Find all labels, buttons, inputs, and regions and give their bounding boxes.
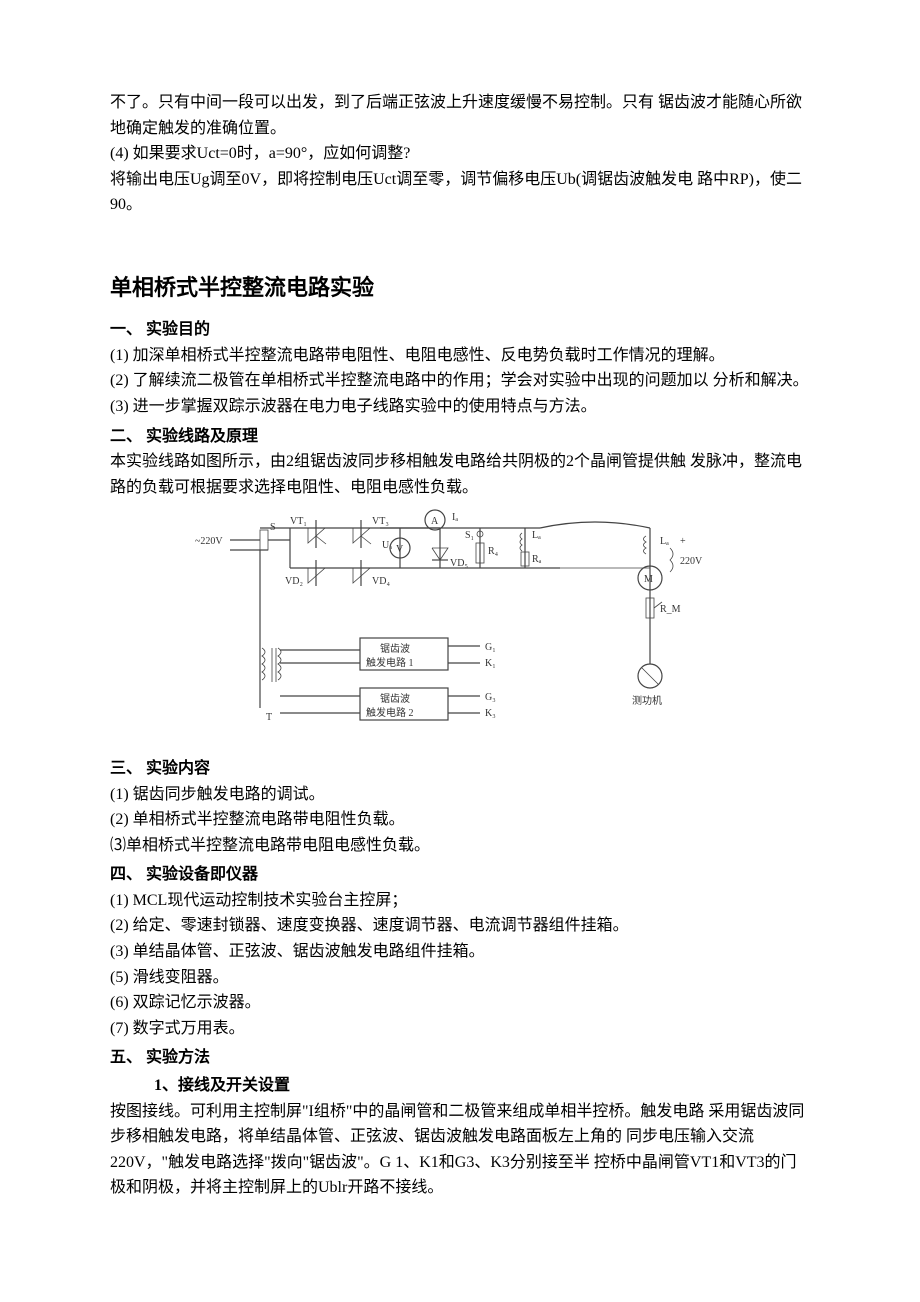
content-item-3: ⑶单相桥式半控整流电路带电阻电感性负载。 (110, 833, 810, 859)
label-G1: G₁ (485, 642, 496, 653)
label-T: T (266, 712, 272, 723)
circuit-diagram: ~220V S VT₁ VT₃ A Iₐ VD₂ VD₄ V (110, 508, 810, 752)
purpose-item-2: (2) 了解续流二极管在单相桥式半控整流电路中的作用；学会对实验中出现的问题加以… (110, 368, 810, 394)
content-item-2: (2) 单相桥式半控整流电路带电阻性负载。 (110, 807, 810, 833)
purpose-item-3: (3) 进一步掌握双踪示波器在电力电子线路实验中的使用特点与方法。 (110, 394, 810, 420)
label-voltmeter: V (396, 544, 404, 555)
circuit-svg: ~220V S VT₁ VT₃ A Iₐ VD₂ VD₄ V (180, 508, 740, 743)
content-item-1: (1) 锯齿同步触发电路的调试。 (110, 782, 810, 808)
label-vd5: VD₅ (450, 558, 468, 569)
section-principle-heading: 二、 实验线路及原理 (110, 424, 810, 450)
label-switch: S (270, 522, 276, 533)
label-K1: K₁ (485, 658, 496, 669)
label-vt1: VT₁ (290, 516, 307, 527)
label-Ud: Uₐ (382, 540, 392, 551)
label-ammeter: A (431, 516, 439, 527)
equip-item-7: (7) 数字式万用表。 (110, 1016, 810, 1042)
document-title: 单相桥式半控整流电路实验 (110, 270, 810, 305)
principle-body: 本实验线路如图所示，由2组锯齿波同步移相触发电路给共阴极的2个晶闸管提供触 发脉… (110, 449, 810, 500)
section-equip-heading: 四、 实验设备即仪器 (110, 862, 810, 888)
label-plus: + (680, 536, 686, 547)
label-trig2b: 触发电路 2 (366, 706, 414, 719)
label-G3: G₃ (485, 692, 496, 703)
section-purpose-heading: 一、 实验目的 (110, 317, 810, 343)
label-S1: S₁ (465, 530, 474, 541)
label-Ld2: Lₐ (660, 536, 669, 547)
equip-item-2: (2) 给定、零速封锁器、速度变换器、速度调节器、电流调节器组件挂箱。 (110, 913, 810, 939)
label-Rd: Rₐ (532, 554, 542, 565)
label-K3: K₃ (485, 708, 496, 719)
label-trig1a: 锯齿波 (380, 642, 410, 655)
equip-item-3: (3) 单结晶体管、正弦波、锯齿波触发电路组件挂箱。 (110, 939, 810, 965)
label-Id: Iₐ (452, 512, 458, 523)
label-RM: R_M (660, 604, 681, 615)
label-R4: R₄ (488, 546, 499, 557)
label-vd4: VD₄ (372, 576, 390, 587)
equip-item-1: (1) MCL现代运动控制技术实验台主控屏； (110, 888, 810, 914)
method-sub1-body: 按图接线。可利用主控制屏"I组桥"中的晶闸管和二极管来组成单相半控桥。触发电路 … (110, 1099, 810, 1201)
label-ac220: ~220V (195, 536, 223, 547)
section-content-heading: 三、 实验内容 (110, 756, 810, 782)
label-motor: M (644, 574, 653, 585)
label-vt3: VT₃ (372, 516, 389, 527)
label-v220: 220V (680, 556, 703, 567)
equip-item-6: (6) 双踪记忆示波器。 (110, 990, 810, 1016)
label-Ld: Lₐ (532, 530, 541, 541)
answer-4: 将输出电压Ug调至0V，即将控制电压Uct调至零，调节偏移电压Ub(调锯齿波触发… (110, 167, 810, 218)
purpose-item-1: (1) 加深单相桥式半控整流电路带电阻性、电阻电感性、反电势负载时工作情况的理解… (110, 343, 810, 369)
label-trig2a: 锯齿波 (380, 692, 410, 705)
label-gen: 测功机 (632, 694, 662, 707)
section-method-heading: 五、 实验方法 (110, 1045, 810, 1071)
label-trig1b: 触发电路 1 (366, 656, 414, 669)
equip-item-5: (5) 滑线变阻器。 (110, 965, 810, 991)
question-4: (4) 如果要求Uct=0时，a=90°，应如何调整? (110, 141, 810, 167)
method-sub1-heading: 1、接线及开关设置 (110, 1073, 810, 1099)
intro-paragraph: 不了。只有中间一段可以出发，到了后端正弦波上升速度缓慢不易控制。只有 锯齿波才能… (110, 90, 810, 141)
label-vd2: VD₂ (285, 576, 303, 587)
